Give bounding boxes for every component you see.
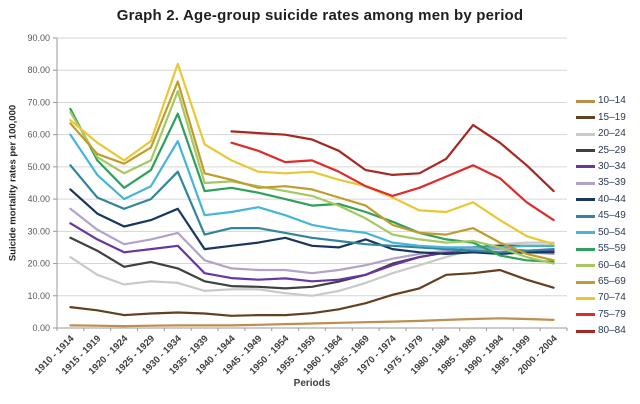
y-tick-label: 60.00 [27,130,50,140]
series-line-65-69 [69,80,555,262]
legend-line-swatch-icon [576,280,595,284]
legend-item: 35–39 [576,175,638,191]
legend-label: 70–74 [598,292,626,304]
legend-label: 10–14 [598,95,626,107]
legend-line-swatch-icon [576,231,595,235]
legend-line-swatch-icon [576,149,595,153]
legend-item: 30–34 [576,159,638,175]
series-line-40-44 [69,188,555,255]
legend-label: 20–24 [598,128,626,140]
legend-line-swatch-icon [576,165,595,169]
legend-label: 30–34 [598,160,626,172]
legend-label: 25–29 [598,144,626,156]
legend-item: 20–24 [576,126,638,142]
series-line-15-19 [69,268,555,317]
series-line-80-84 [230,123,555,193]
series-line-55-59 [69,107,555,263]
series-line-35-39 [69,207,555,275]
y-tick-label: 20.00 [27,259,50,269]
series-line-10-14 [69,317,555,328]
legend-line-swatch-icon [576,181,595,185]
legend-line-swatch-icon [576,214,595,218]
y-tick-label: 0.00 [32,323,50,333]
series-line-70-74 [69,62,555,246]
legend-line-swatch-icon [576,329,595,333]
y-tick-label: 30.00 [27,226,50,236]
legend-label: 60–64 [598,259,626,271]
series-line-45-49 [69,164,555,254]
legend-label: 75–79 [598,308,626,320]
y-tick-label: 40.00 [27,194,50,204]
legend-item: 60–64 [576,257,638,273]
legend-label: 40–44 [598,193,626,205]
legend-item: 70–74 [576,290,638,306]
legend-item: 80–84 [576,323,638,339]
y-tick-label: 10.00 [27,291,50,301]
legend-item: 55–59 [576,241,638,257]
legend-line-swatch-icon [576,247,595,251]
chart-title: Graph 2. Age-group suicide rates among m… [116,7,524,24]
legend-label: 80–84 [598,325,626,337]
legend-item: 50–54 [576,225,638,241]
legend-label: 15–19 [598,111,626,123]
legend-label: 55–59 [598,243,626,255]
legend-item: 10–14 [576,93,638,109]
series-line-60-64 [69,90,555,265]
y-tick-label: 80.00 [27,65,50,75]
series-line-50-54 [69,133,555,249]
legend-line-swatch-icon [576,296,595,300]
legend-line-swatch-icon [576,313,595,317]
series-line-75-79 [230,141,555,222]
y-tick-label: 50.00 [27,162,50,172]
legend-item: 15–19 [576,109,638,125]
legend-label: 65–69 [598,276,626,288]
y-tick-label: 70.00 [27,97,50,107]
legend-line-swatch-icon [576,198,595,202]
legend-item: 75–79 [576,307,638,323]
legend: 10–14 15–19 20–24 25–29 30–34 35–39 40–44 45–49… [576,93,638,340]
legend-label: 35–39 [598,177,626,189]
legend-item: 65–69 [576,274,638,290]
legend-item: 25–29 [576,142,638,158]
legend-label: 45–49 [598,210,626,222]
legend-line-swatch-icon [576,99,595,103]
legend-line-swatch-icon [576,264,595,268]
legend-item: 45–49 [576,208,638,224]
legend-label: 50–54 [598,226,626,238]
legend-item: 40–44 [576,192,638,208]
y-tick-label: 90.00 [27,33,50,43]
legend-line-swatch-icon [576,132,595,136]
x-axis-title: Periods [293,378,331,389]
legend-line-swatch-icon [576,116,595,120]
